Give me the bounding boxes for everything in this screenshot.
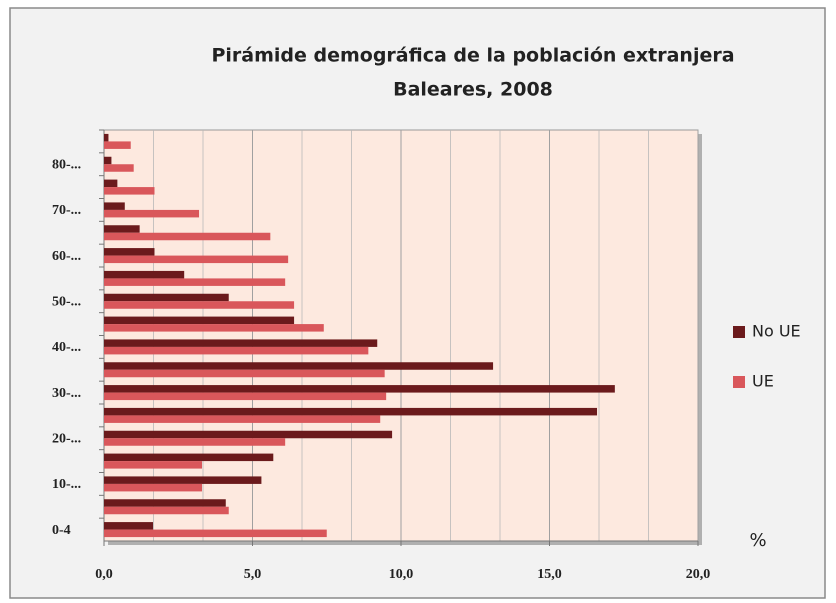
bar [104,438,286,446]
legend-swatch [733,326,745,338]
bar [104,141,131,149]
y-tick-label: 40-... [52,340,81,355]
bar [104,369,385,378]
bar [104,179,118,188]
legend-label: UE [752,372,774,391]
bar [104,316,295,325]
y-tick-label: 50-... [52,294,81,309]
legend-label: No UE [752,322,801,341]
y-tick-label: 30-... [52,386,81,401]
x-tick-label: 5,0 [244,567,262,582]
legend-swatch [733,376,745,388]
bar [104,270,185,279]
y-tick-label: 0-4 [52,523,71,538]
bar [104,430,393,439]
bar [104,499,226,507]
bar [104,506,229,515]
bar [104,301,295,309]
bar [104,255,289,264]
bar [104,415,381,423]
bar [104,202,125,210]
y-tick-label: 10-... [52,477,81,492]
bar [104,407,598,416]
bar [104,461,203,469]
y-tick-label: 80-... [52,157,81,172]
bar [104,476,262,484]
x-tick-label: 15,0 [537,567,562,582]
chart-title: Pirámide demográfica de la población ext… [211,45,734,67]
y-tick-label: 60-... [52,249,81,264]
bar [104,232,271,241]
unit-annotation: % [749,530,766,551]
bar [104,392,387,401]
bar [104,278,286,286]
x-tick-label: 10,0 [389,567,414,582]
bar [104,156,112,165]
bar [104,362,494,370]
bar [104,209,200,218]
y-tick-label: 70-... [52,203,81,218]
bar [104,385,615,393]
bar [104,248,155,256]
bar [104,529,327,538]
bar [104,346,369,355]
bar [104,293,229,302]
x-tick-label: 20,0 [686,567,711,582]
y-tick-label: 20-... [52,431,81,446]
bar [104,453,274,462]
bar [104,133,109,142]
x-tick-label: 0,0 [95,567,113,582]
bar [104,324,324,332]
bar [104,164,134,172]
bar [104,483,203,492]
bar [104,522,154,530]
bar [104,339,378,347]
bar [104,225,140,233]
chart-subtitle: Baleares, 2008 [393,79,553,101]
bar [104,187,155,195]
